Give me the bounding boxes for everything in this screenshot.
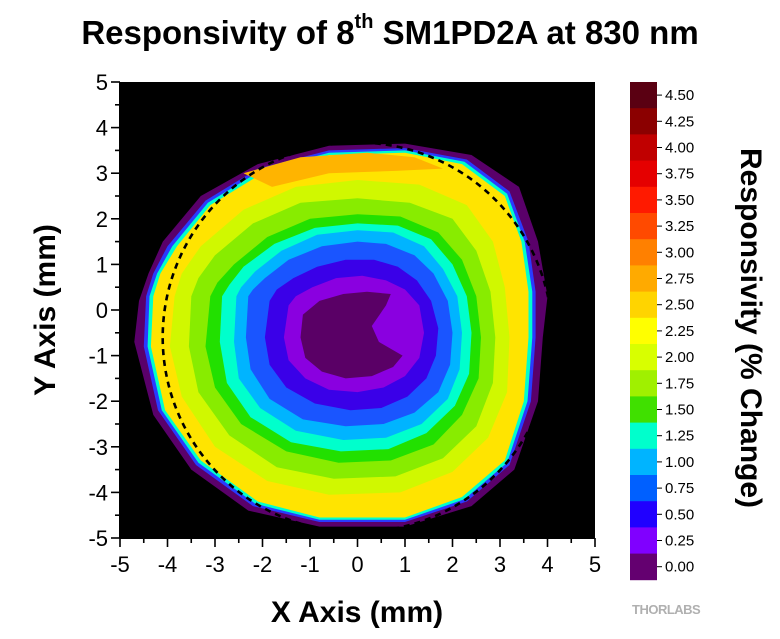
x-tick-label: 4	[541, 552, 553, 577]
colorbar-swatch	[630, 186, 657, 214]
x-tick-label: 5	[589, 552, 601, 577]
colorbar-swatch	[630, 344, 657, 371]
contour-level-4	[243, 152, 443, 187]
y-tick-label: 3	[96, 161, 108, 186]
colorbar-label: Responsivity (% Change)	[734, 148, 767, 508]
x-tick-label: -3	[205, 552, 225, 577]
x-axis-label: X Axis (mm)	[271, 596, 443, 629]
colorbar-tick-label: 2.50	[665, 297, 694, 314]
x-tick-label: 2	[446, 552, 458, 577]
colorbar-swatch	[630, 422, 657, 450]
x-tick-label: 1	[399, 552, 411, 577]
colorbar-swatch	[630, 396, 657, 423]
colorbar-tick-label: 0.50	[665, 506, 694, 523]
y-tick-label: 4	[96, 116, 108, 141]
colorbar-tick-label: 1.75	[665, 375, 694, 392]
y-tick-label: 1	[96, 252, 108, 277]
colorbar-tick-label: 1.50	[665, 402, 694, 419]
title-superscript: th	[354, 11, 374, 33]
colorbar-tick-label: 0.75	[665, 480, 694, 497]
y-tick-label: -5	[88, 526, 108, 551]
colorbar-swatch	[630, 448, 657, 476]
colorbar-tick-label: 4.00	[665, 140, 694, 157]
colorbar-swatch	[630, 213, 657, 240]
colorbar-tick-label: 0.00	[665, 559, 694, 576]
colorbar-tick-label: 2.25	[665, 323, 694, 340]
colorbar-tick-label: 0.25	[665, 533, 694, 550]
thorlabs-logo: THORLABS	[632, 602, 701, 617]
colorbar-tick-label: 2.00	[665, 349, 694, 366]
y-tick-label: 0	[96, 298, 108, 323]
colorbar: 4.50 4.25 4.00 3.75 3.50 3.25 3.00 2.75 2.50 2.25…	[630, 82, 694, 581]
colorbar-swatch	[630, 239, 657, 266]
aperture-reference-circle	[161, 141, 554, 534]
colorbar-swatch	[630, 82, 657, 109]
y-tick-label: 5	[96, 70, 108, 95]
colorbar-swatch	[630, 134, 657, 161]
colorbar-tick-label: 2.75	[665, 271, 694, 288]
y-tick-label: -1	[88, 344, 108, 369]
colorbar-tick-label: 3.25	[665, 218, 694, 235]
y-tick-label: 2	[96, 207, 108, 232]
x-tick-label: 0	[351, 552, 363, 577]
colorbar-tick-label: 3.00	[665, 244, 694, 261]
x-tick-label: 3	[494, 552, 506, 577]
y-tick-label: -3	[88, 435, 108, 460]
colorbar-swatch	[630, 317, 657, 345]
colorbar-swatch	[630, 291, 657, 319]
colorbar-swatch	[630, 370, 657, 397]
x-tick-label: -1	[300, 552, 320, 577]
x-tick-label: -2	[253, 552, 273, 577]
colorbar-tick-label: 4.50	[665, 87, 694, 104]
colorbar-swatch	[630, 553, 657, 581]
y-tick-label: -2	[88, 389, 108, 414]
contour-levels	[134, 143, 548, 527]
colorbar-tick-label: 3.50	[665, 192, 694, 209]
y-axis-label: Y Axis (mm)	[29, 224, 62, 396]
x-tick-label: -5	[110, 552, 130, 577]
y-tick-label: -4	[88, 480, 108, 505]
colorbar-swatch	[630, 265, 657, 292]
x-tick-label: -4	[158, 552, 178, 577]
contour-level-13	[300, 291, 403, 379]
chart-title: Responsivity of 8th SM1PD2A at 830 nm	[0, 11, 780, 52]
colorbar-swatch	[630, 108, 657, 135]
colorbar-swatch	[630, 475, 657, 502]
colorbar-swatch	[630, 527, 657, 554]
title-suffix: SM1PD2A at 830 nm	[373, 14, 699, 51]
colorbar-tick-label: 1.00	[665, 454, 694, 471]
colorbar-swatch	[630, 501, 657, 528]
colorbar-swatch	[630, 160, 657, 188]
colorbar-tick-label: 3.75	[665, 166, 694, 183]
title-prefix: Responsivity of 8	[81, 14, 355, 51]
colorbar-tick-label: 1.25	[665, 428, 694, 445]
axes: -5 -4 -3 -2 -1 0 1 2 3 4 5 5 4 3 2 1 0 -1 -2 -3 -4 -5	[88, 70, 601, 577]
colorbar-tick-label: 4.25	[665, 113, 694, 130]
